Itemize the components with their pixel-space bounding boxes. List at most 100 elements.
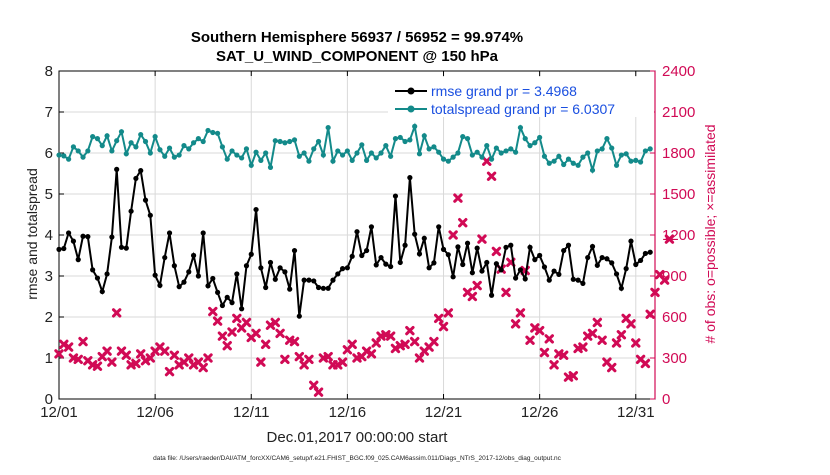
y-tick-label-left: 4 xyxy=(45,227,53,244)
rmse-point xyxy=(176,284,182,290)
y-tick-label-right: 600 xyxy=(662,309,687,326)
totalspread-point xyxy=(618,152,624,158)
rmse-point xyxy=(311,278,317,284)
totalspread-point xyxy=(517,124,524,131)
totalspread-point xyxy=(85,148,91,154)
rmse-point xyxy=(493,261,499,267)
totalspread-point xyxy=(215,130,221,136)
obs-assimilated-marker xyxy=(645,309,655,319)
totalspread-point xyxy=(320,152,326,158)
rmse-point xyxy=(431,260,437,266)
totalspread-point xyxy=(200,138,206,145)
totalspread-point xyxy=(575,162,581,168)
obs-assimilated-marker xyxy=(400,339,410,350)
totalspread-point xyxy=(219,144,226,150)
y-axis-label-left: rmse and totalspread xyxy=(24,168,40,300)
obs-assimilated-marker xyxy=(121,350,131,360)
rmse-point xyxy=(205,283,211,289)
rmse-point xyxy=(258,265,264,271)
x-tick-label: 12/01 xyxy=(40,404,78,421)
rmse-point xyxy=(99,288,105,295)
totalspread-point xyxy=(224,156,230,162)
totalspread-point xyxy=(522,136,528,142)
totalspread-point xyxy=(190,140,197,146)
totalspread-point xyxy=(551,158,557,164)
totalspread-point xyxy=(258,157,264,163)
rmse-point xyxy=(210,275,216,282)
totalspread-point xyxy=(234,152,240,158)
obs-assimilated-marker xyxy=(443,308,454,318)
totalspread-point xyxy=(368,150,375,156)
chart-title-line-2: SAT_U_WIND_COMPONENT @ 150 hPa xyxy=(216,48,499,65)
totalspread-point xyxy=(455,150,461,156)
totalspread-point xyxy=(469,152,475,158)
totalspread-point xyxy=(532,140,538,146)
rmse-point xyxy=(354,229,360,235)
totalspread-point xyxy=(166,145,173,151)
obs-assimilated-marker xyxy=(626,319,636,329)
totalspread-series xyxy=(56,122,653,175)
obs-assimilated-marker xyxy=(592,317,603,328)
rmse-point xyxy=(85,234,91,240)
rmse-point xyxy=(104,271,110,277)
x-tick-label: 12/11 xyxy=(233,404,269,421)
rmse-point xyxy=(70,238,77,244)
obs-assimilated-marker xyxy=(92,361,103,371)
totalspread-point xyxy=(94,136,101,142)
totalspread-point xyxy=(436,149,442,155)
rmse-point xyxy=(532,257,538,263)
rmse-point xyxy=(94,275,101,281)
y-axis-label-right: # of obs: o=possible; ×=assimilated xyxy=(702,124,718,343)
rmse-point xyxy=(436,224,442,230)
totalspread-point xyxy=(56,152,62,158)
rmse-point xyxy=(215,289,221,295)
rmse-point xyxy=(277,265,283,271)
totalspread-point xyxy=(349,157,355,163)
totalspread-point xyxy=(70,144,77,150)
rmse-point xyxy=(609,260,615,266)
obs-assimilated-marker xyxy=(587,328,598,339)
totalspread-point xyxy=(90,134,96,140)
rmse-point xyxy=(455,244,461,250)
obs-assimilated-marker xyxy=(270,317,280,328)
obs-assimilated-marker xyxy=(607,362,617,373)
rmse-point xyxy=(585,254,591,261)
rmse-point xyxy=(186,269,192,275)
obs-assimilated-marker xyxy=(539,347,550,358)
totalspread-point xyxy=(546,160,552,166)
rmse-point xyxy=(469,270,475,276)
rmse-point xyxy=(296,313,302,319)
totalspread-point xyxy=(589,167,596,173)
rmse-point xyxy=(613,271,620,277)
rmse-point xyxy=(488,292,495,298)
rmse-point xyxy=(325,285,331,291)
y-tick-label-left: 3 xyxy=(45,268,53,285)
rmse-point xyxy=(508,242,514,248)
totalspread-point xyxy=(253,149,259,155)
totalspread-point xyxy=(109,148,115,154)
rmse-point xyxy=(618,285,624,291)
obs-assimilated-marker xyxy=(289,336,300,347)
rmse-series xyxy=(56,166,653,319)
data-file-footnote: data file: /Users/raeder/DAI/ATM_forcXX/… xyxy=(153,455,562,462)
totalspread-point xyxy=(243,146,250,152)
totalspread-point xyxy=(287,138,293,145)
obs-assimilated-marker xyxy=(631,338,641,348)
totalspread-point xyxy=(474,149,480,155)
totalspread-point xyxy=(157,147,163,153)
rmse-point xyxy=(565,242,572,248)
y-tick-label-left: 8 xyxy=(45,63,53,80)
rmse-point xyxy=(306,277,312,283)
rmse-point xyxy=(190,252,197,259)
obs-assimilated-marker xyxy=(525,335,535,345)
rmse-line xyxy=(58,167,651,317)
totalspread-point xyxy=(229,148,235,154)
totalspread-point xyxy=(306,158,312,164)
totalspread-point xyxy=(99,143,105,149)
rmse-point xyxy=(359,252,365,259)
totalspread-point xyxy=(162,153,168,159)
y-tick-label-left: 7 xyxy=(45,104,53,121)
rmse-point xyxy=(195,273,201,279)
obs-assimilated-marker xyxy=(611,338,622,348)
totalspread-point xyxy=(460,134,466,140)
